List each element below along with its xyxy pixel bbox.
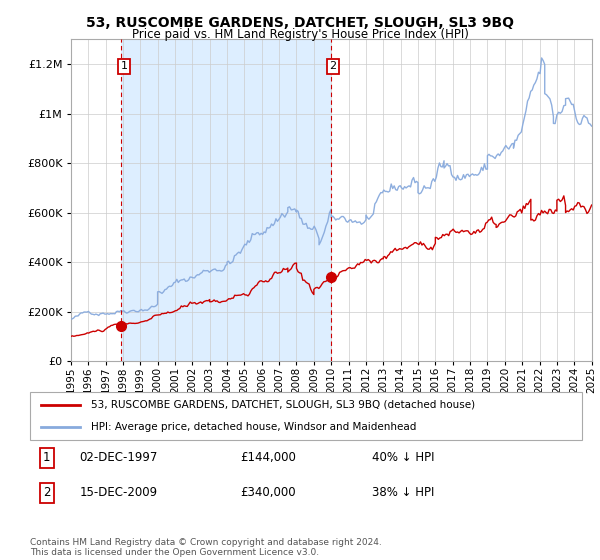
Text: 38% ↓ HPI: 38% ↓ HPI — [372, 486, 434, 500]
Text: 1: 1 — [43, 451, 50, 464]
Text: 15-DEC-2009: 15-DEC-2009 — [80, 486, 158, 500]
Text: 2: 2 — [329, 62, 337, 72]
Text: £144,000: £144,000 — [240, 451, 296, 464]
Text: 1: 1 — [121, 62, 128, 72]
Text: 2: 2 — [43, 486, 50, 500]
Text: 02-DEC-1997: 02-DEC-1997 — [80, 451, 158, 464]
Text: 53, RUSCOMBE GARDENS, DATCHET, SLOUGH, SL3 9BQ: 53, RUSCOMBE GARDENS, DATCHET, SLOUGH, S… — [86, 16, 514, 30]
Text: 40% ↓ HPI: 40% ↓ HPI — [372, 451, 435, 464]
Text: Contains HM Land Registry data © Crown copyright and database right 2024.
This d: Contains HM Land Registry data © Crown c… — [30, 538, 382, 557]
Text: £340,000: £340,000 — [240, 486, 295, 500]
Text: 53, RUSCOMBE GARDENS, DATCHET, SLOUGH, SL3 9BQ (detached house): 53, RUSCOMBE GARDENS, DATCHET, SLOUGH, S… — [91, 400, 475, 410]
Bar — [121, 39, 331, 361]
Text: HPI: Average price, detached house, Windsor and Maidenhead: HPI: Average price, detached house, Wind… — [91, 422, 416, 432]
Text: Price paid vs. HM Land Registry's House Price Index (HPI): Price paid vs. HM Land Registry's House … — [131, 28, 469, 41]
